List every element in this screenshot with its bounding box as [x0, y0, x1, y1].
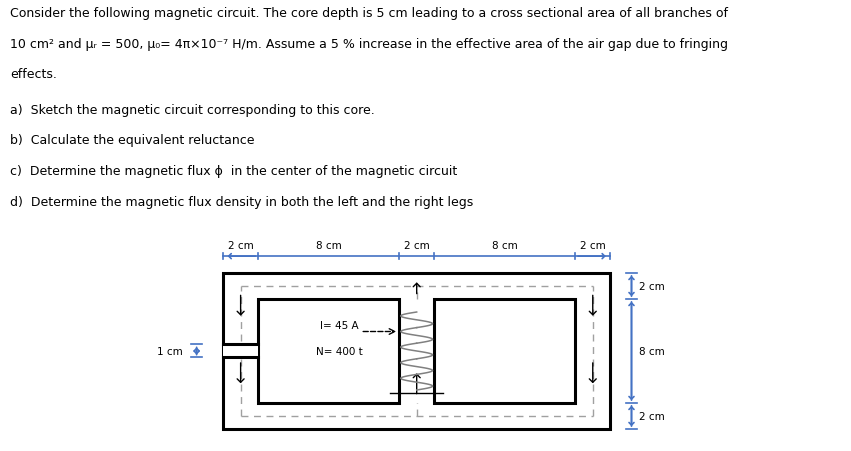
Text: 8 cm: 8 cm — [316, 241, 341, 251]
Bar — [223, 273, 610, 429]
Text: a)  Sketch the magnetic circuit corresponding to this core.: a) Sketch the magnetic circuit correspon… — [10, 103, 375, 116]
Text: 2 cm: 2 cm — [404, 241, 430, 251]
Text: 2 cm: 2 cm — [638, 281, 665, 291]
Bar — [258, 299, 399, 403]
Text: 2 cm: 2 cm — [638, 411, 665, 421]
Text: Consider the following magnetic circuit. The core depth is 5 cm leading to a cro: Consider the following magnetic circuit.… — [10, 7, 728, 20]
Text: I= 45 A: I= 45 A — [320, 320, 358, 330]
Text: 10 cm² and μᵣ = 500, μ₀= 4π×10⁻⁷ H/m. Assume a 5 % increase in the effective are: 10 cm² and μᵣ = 500, μ₀= 4π×10⁻⁷ H/m. As… — [10, 37, 728, 51]
Text: N= 400 t: N= 400 t — [317, 346, 363, 356]
Bar — [434, 299, 575, 403]
Text: 2 cm: 2 cm — [580, 241, 606, 251]
Bar — [223, 345, 258, 358]
Text: c)  Determine the magnetic flux ϕ  in the center of the magnetic circuit: c) Determine the magnetic flux ϕ in the … — [10, 165, 458, 178]
Text: 2 cm: 2 cm — [228, 241, 254, 251]
Text: 1 cm: 1 cm — [157, 346, 182, 356]
Text: effects.: effects. — [10, 68, 57, 81]
Text: b)  Calculate the equivalent reluctance: b) Calculate the equivalent reluctance — [10, 134, 254, 147]
Text: 8 cm: 8 cm — [638, 346, 665, 356]
Text: d)  Determine the magnetic flux density in both the left and the right legs: d) Determine the magnetic flux density i… — [10, 195, 473, 208]
Text: 8 cm: 8 cm — [492, 241, 517, 251]
